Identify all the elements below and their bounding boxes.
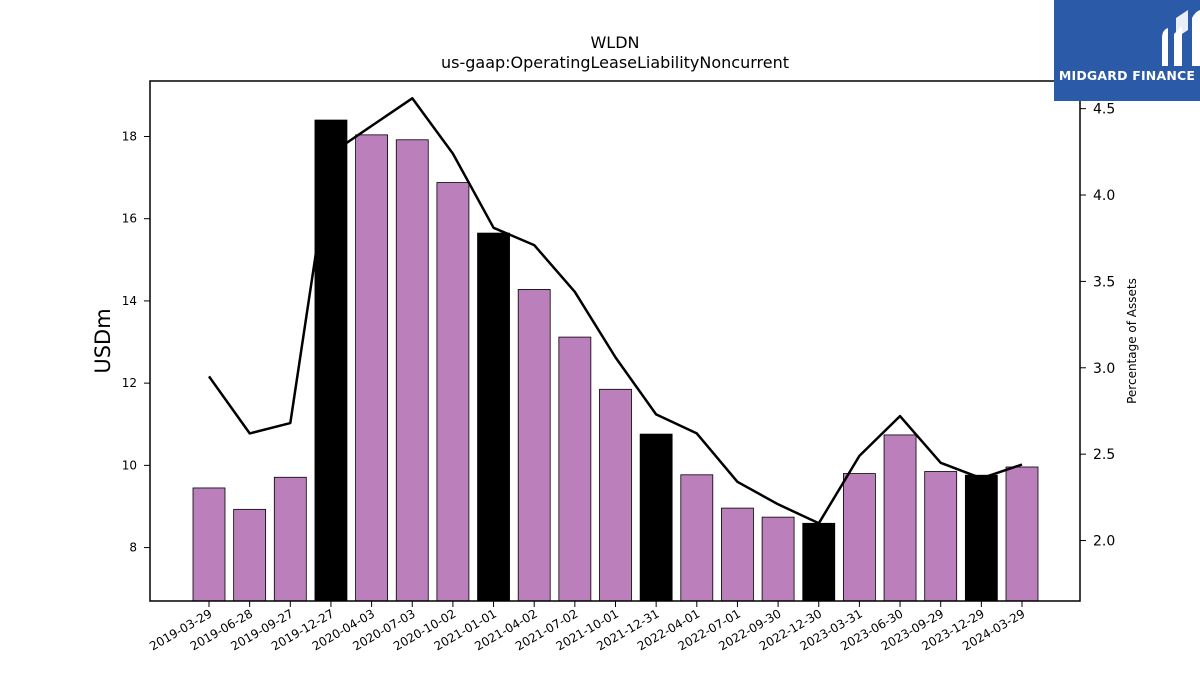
bar-2024-03-29 <box>1005 466 1039 602</box>
bar-2022-07-01 <box>721 507 754 602</box>
y2-tick-label: 3.5 <box>1093 274 1115 290</box>
bar-2021-07-02 <box>558 336 592 602</box>
bar-2020-10-02 <box>436 182 470 602</box>
bar-2019-12-27 <box>314 119 348 602</box>
brand-logo: MIDGARD FINANCE <box>1054 0 1200 101</box>
y2-tick-label: 2.0 <box>1093 534 1115 550</box>
x-axis: 2019-03-292019-06-282019-09-272019-12-27… <box>147 601 1028 653</box>
bar-2023-06-30 <box>883 434 917 602</box>
bar-2021-01-01 <box>477 232 510 602</box>
y-tick-label: 12 <box>122 376 137 390</box>
y2-axis-label: Percentage of Assets <box>1125 278 1139 404</box>
logo-mark-icon <box>1162 10 1200 66</box>
y2-tick-label: 4.5 <box>1093 102 1115 118</box>
bar-2021-10-01 <box>599 388 632 602</box>
y-tick-label: 16 <box>122 212 137 226</box>
bar-2019-06-28 <box>233 508 267 602</box>
y2-tick-label: 4.0 <box>1093 188 1115 204</box>
y-axis-label: USDm <box>91 308 115 373</box>
y-tick-label: 18 <box>122 129 137 143</box>
y2-tick-label: 2.5 <box>1093 447 1115 463</box>
bar-2021-04-02 <box>517 289 551 602</box>
bar-series <box>192 119 1039 602</box>
percentage-line <box>207 97 1023 525</box>
y-axis-right: 2.0 2.5 3.0 3.5 4.0 4.5 <box>1080 102 1115 550</box>
bar-2021-12-31 <box>639 433 673 602</box>
bar-2023-03-31 <box>843 473 876 602</box>
chart-subtitle: us-gaap:OperatingLeaseLiabilityNoncurren… <box>441 53 789 72</box>
chart-title: WLDN <box>590 33 639 52</box>
bar-2022-09-30 <box>761 516 795 602</box>
bar-2023-09-29 <box>924 471 958 602</box>
brand-name: MIDGARD FINANCE <box>1058 68 1196 83</box>
bar-2022-04-01 <box>680 474 714 602</box>
bar-2020-07-03 <box>395 139 429 602</box>
y2-tick-label: 3.0 <box>1093 361 1115 377</box>
bar-2019-09-27 <box>273 476 307 602</box>
bar-2022-12-30 <box>802 522 836 602</box>
bar-2020-04-03 <box>355 134 389 602</box>
y-tick-label: 10 <box>122 458 137 472</box>
y-tick-label: 14 <box>122 294 137 308</box>
bar-2023-12-29 <box>964 474 998 602</box>
y-axis-left: 8 10 12 14 16 18 <box>122 129 150 555</box>
y-tick-label: 8 <box>129 541 137 555</box>
bar-2019-03-29 <box>192 487 226 602</box>
